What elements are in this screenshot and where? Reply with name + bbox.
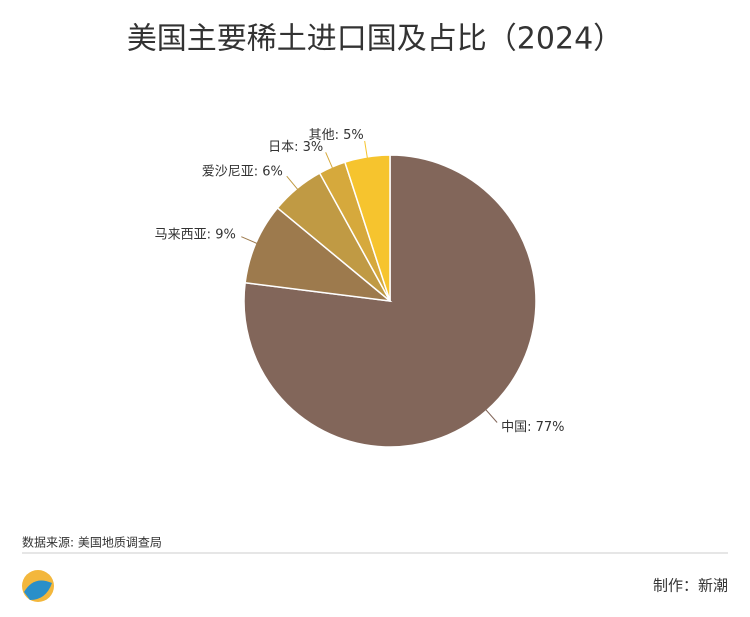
slice-label: 中国: 77%	[501, 420, 564, 435]
slice-category: 马来西亚	[155, 227, 207, 242]
slice-category: 其他	[309, 128, 335, 143]
leader-line	[241, 236, 260, 246]
leader-line	[483, 407, 498, 423]
separator: :	[207, 227, 216, 242]
separator: :	[254, 164, 263, 179]
slice-value: 5%	[343, 128, 364, 143]
slice-value: 3%	[303, 139, 324, 154]
slice-category: 日本	[268, 139, 294, 154]
slice-label: 爱沙尼亚: 6%	[202, 164, 283, 179]
source-note: 数据来源: 美国地质调查局	[22, 535, 162, 550]
leader-line	[286, 175, 300, 192]
logo	[22, 570, 54, 602]
slice-category: 中国	[501, 420, 527, 435]
slice-category: 爱沙尼亚	[202, 164, 254, 179]
leader-line	[325, 152, 335, 171]
slice-value: 77%	[536, 420, 565, 435]
slice-value: 9%	[215, 227, 236, 242]
separator: :	[335, 128, 344, 143]
slice-label: 日本: 3%	[268, 139, 323, 154]
slice-label: 马来西亚: 9%	[155, 227, 236, 242]
chart-title: 美国主要稀土进口国及占比（2024）	[127, 22, 623, 57]
leader-line	[364, 140, 369, 161]
separator: :	[294, 139, 303, 154]
slice-label: 其他: 5%	[309, 128, 364, 143]
credit: 制作：新潮	[653, 577, 728, 595]
slice-value: 6%	[262, 164, 283, 179]
separator: :	[527, 420, 536, 435]
